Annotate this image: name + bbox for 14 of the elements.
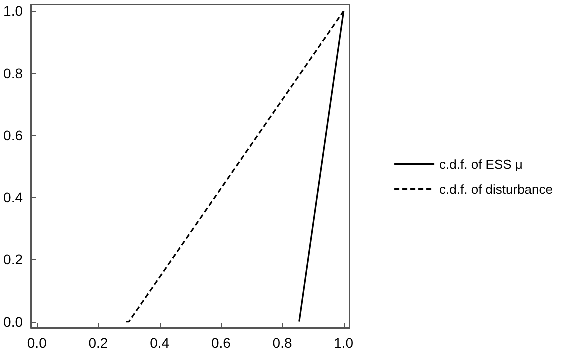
x-tick-label: 0.2 [88,335,108,351]
y-tick-label: 0.4 [4,190,24,206]
x-tick-label: 0.0 [27,335,48,351]
x-tick-label: 0.6 [211,335,232,351]
x-tick-label: 0.4 [150,335,170,351]
y-tick-label: 0.6 [4,127,24,144]
y-tick-label: 1.0 [4,3,24,20]
x-tick-label: 1.0 [334,335,354,351]
y-tick-label: 0.0 [4,314,24,330]
y-tick-label: 0.2 [4,252,24,268]
legend-label: c.d.f. of disturbance [440,182,553,197]
x-tick-label: 0.8 [272,335,292,351]
legend-label: c.d.f. of ESS μ [440,157,523,172]
y-tick-label: 0.8 [4,65,24,82]
